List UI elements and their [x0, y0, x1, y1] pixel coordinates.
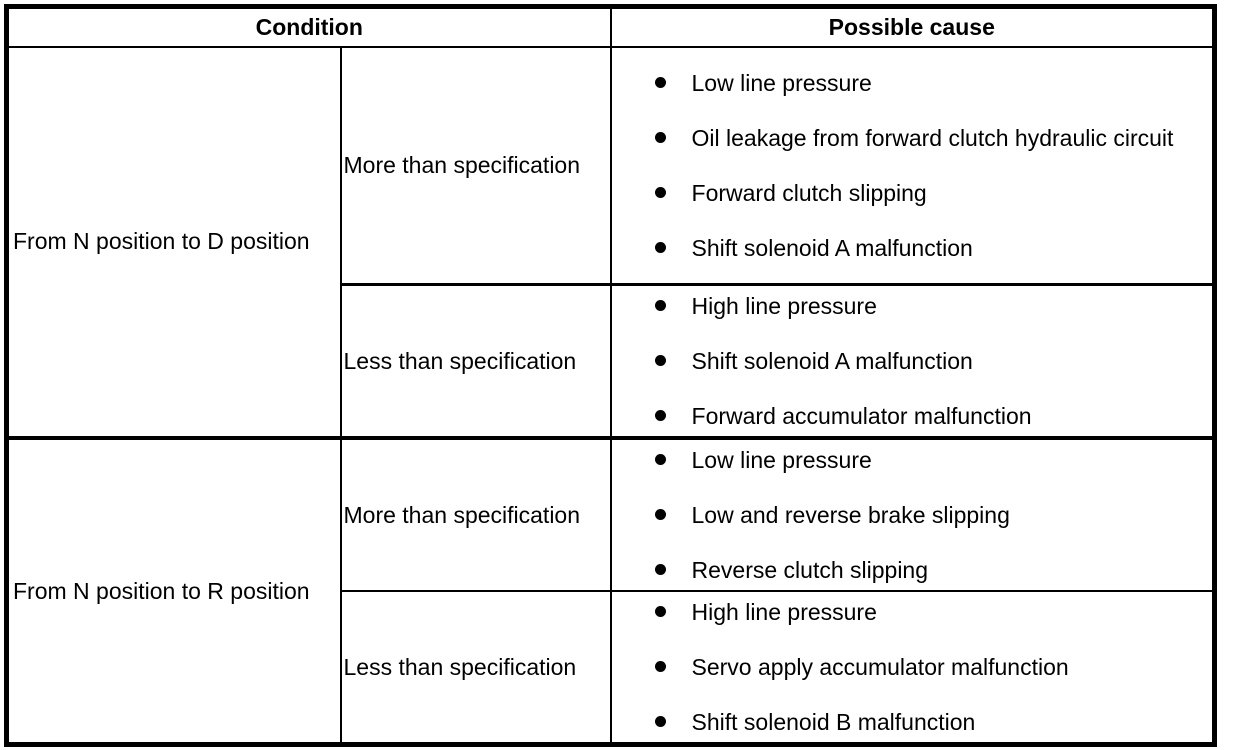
cause-text: Low and reverse brake slipping — [691, 502, 1010, 528]
table-header-row: Condition Possible cause — [5, 5, 1216, 48]
troubleshooting-table: Condition Possible cause From N position… — [4, 4, 1217, 747]
cause-text: Low line pressure — [691, 447, 872, 473]
cause-list: High line pressure Shift solenoid A malf… — [612, 292, 1212, 430]
cause-list: Low line pressure Low and reverse brake … — [612, 446, 1212, 584]
possible-cause-header: Possible cause — [609, 5, 1216, 48]
spec-nd-more: More than specification — [339, 45, 612, 286]
cause-item: Low and reverse brake slipping — [654, 501, 1200, 529]
spec-nr-less: Less than specification — [339, 590, 612, 746]
cause-text: Shift solenoid A malfunction — [691, 234, 973, 261]
cause-text: Forward accumulator malfunction — [691, 403, 1032, 429]
bullet-icon — [654, 454, 666, 465]
bullet-icon — [654, 241, 666, 253]
cause-text: Forward clutch slipping — [691, 179, 927, 206]
cause-item: Shift solenoid A malfunction — [654, 347, 1200, 375]
cause-item: High line pressure — [654, 292, 1200, 320]
cause-item: Servo apply accumulator malfunction — [654, 653, 1200, 681]
cause-item: Shift solenoid A malfunction — [654, 234, 1200, 262]
cause-item: High line pressure — [654, 598, 1200, 626]
bullet-icon — [654, 606, 666, 617]
bullet-icon — [654, 564, 666, 575]
bullet-icon — [654, 131, 666, 143]
cause-item: Low line pressure — [654, 69, 1200, 97]
bullet-icon — [654, 76, 666, 88]
bullet-icon — [654, 716, 666, 727]
cause-list: Low line pressure Oil leakage from forwa… — [612, 69, 1212, 262]
cause-item: Low line pressure — [654, 446, 1200, 474]
cause-item: Reverse clutch slipping — [654, 556, 1200, 584]
bullet-icon — [654, 509, 666, 520]
spec-nd-less: Less than specification — [339, 283, 612, 439]
cause-list: High line pressure Servo apply accumulat… — [612, 598, 1212, 736]
table-row: From N position to R position More than … — [5, 436, 1216, 746]
causes-nd-more: Low line pressure Oil leakage from forwa… — [609, 45, 1216, 286]
table-row: Less than specification High line pressu… — [7, 283, 1216, 439]
table-row: Less than specification High line pressu… — [7, 590, 1216, 746]
cause-text: Oil leakage from forward clutch hydrauli… — [691, 124, 1174, 151]
cause-text: Shift solenoid B malfunction — [691, 709, 976, 735]
causes-nr-more: Low line pressure Low and reverse brake … — [609, 436, 1216, 592]
cause-text: High line pressure — [691, 293, 877, 319]
condition-header: Condition — [5, 5, 612, 48]
table-row: From N position to D position More than … — [5, 45, 1216, 439]
bullet-icon — [654, 186, 666, 198]
causes-nr-less: High line pressure Servo apply accumulat… — [609, 590, 1216, 746]
cause-text: Servo apply accumulator malfunction — [691, 654, 1069, 680]
cause-text: Reverse clutch slipping — [691, 557, 929, 583]
cause-text: Low line pressure — [691, 69, 872, 96]
bullet-icon — [654, 355, 666, 366]
cause-text: High line pressure — [691, 599, 877, 625]
spec-nr-more: More than specification — [339, 436, 612, 592]
cause-item: Shift solenoid B malfunction — [654, 708, 1200, 736]
bullet-icon — [654, 410, 666, 421]
cause-item: Forward accumulator malfunction — [654, 402, 1200, 430]
condition-n-to-r: From N position to R position — [5, 436, 342, 746]
cause-item: Oil leakage from forward clutch hydrauli… — [654, 124, 1200, 152]
causes-nd-less: High line pressure Shift solenoid A malf… — [609, 283, 1216, 439]
bullet-icon — [654, 661, 666, 672]
cause-text: Shift solenoid A malfunction — [691, 348, 973, 374]
cause-item: Forward clutch slipping — [654, 179, 1200, 207]
condition-n-to-d: From N position to D position — [5, 45, 342, 439]
bullet-icon — [654, 300, 666, 311]
